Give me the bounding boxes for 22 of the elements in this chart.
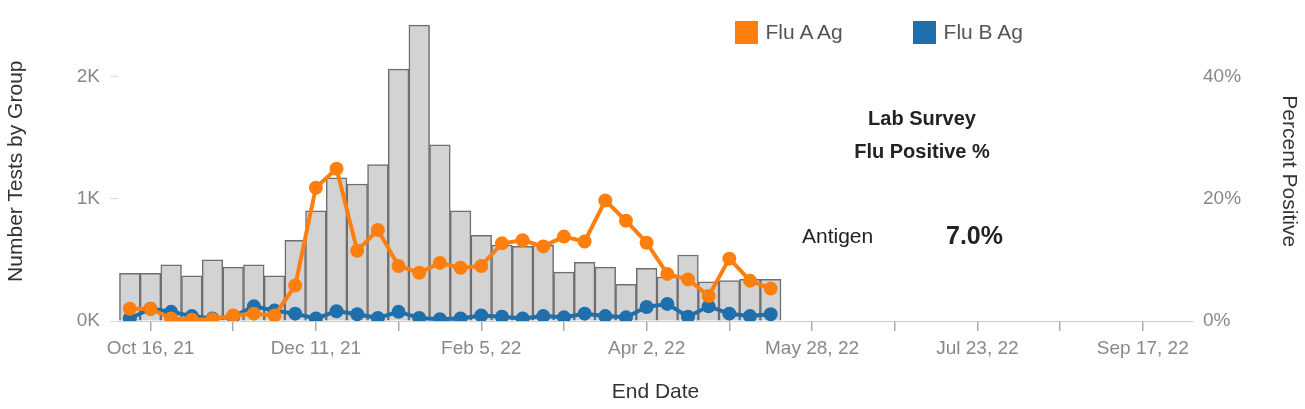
y-tick-label: 0K	[76, 309, 101, 331]
y2-tick-label: 20%	[1203, 186, 1242, 208]
legend-label: Flu B Ag	[943, 20, 1023, 44]
x-axis-title: End Date	[611, 379, 700, 403]
legend-label: Flu A Ag	[765, 20, 843, 44]
y-tick-label: 2K	[76, 64, 101, 86]
x-tick-label: Feb 5, 22	[441, 336, 522, 358]
x-tick-label: May 28, 22	[765, 336, 860, 358]
x-tick-label: Apr 2, 22	[608, 336, 686, 358]
x-tick-label: Oct 16, 21	[106, 336, 195, 358]
y2-axis-title: Percent Positive	[1278, 95, 1302, 248]
y-axis-title: Number Tests by Group	[3, 60, 27, 282]
annotation: 7.0%	[946, 221, 1003, 250]
annotation: Lab Survey	[868, 107, 976, 130]
y-tick-label: 1K	[76, 186, 101, 208]
x-tick-label: Dec 11, 21	[270, 336, 362, 358]
annotation: Antigen	[802, 224, 874, 248]
x-tick-label: Jul 23, 22	[936, 336, 1019, 358]
y2-tick-label: 40%	[1203, 64, 1242, 86]
x-tick-label: Sep 17, 22	[1096, 336, 1189, 358]
annotation: Flu Positive %	[854, 140, 990, 163]
y2-tick-label: 0%	[1203, 309, 1231, 331]
